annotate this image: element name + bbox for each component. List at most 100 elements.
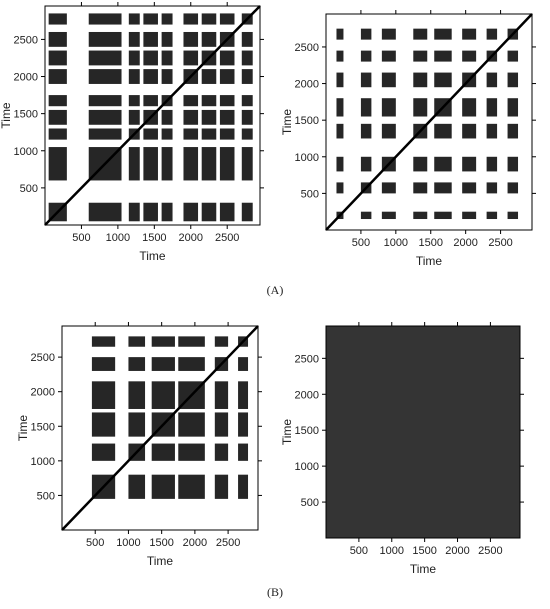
frame [61,325,259,531]
y-tick-label: 2000 [31,387,55,399]
recurrence-block [434,123,452,139]
recurrence-block [88,13,122,25]
recurrence-block [486,182,498,194]
recurrence-block [381,28,396,40]
recurrence-block [336,156,344,172]
recurrence-block [143,31,158,47]
recurrence-block [238,381,249,409]
recurrence-block [336,123,344,139]
x-tick-label: 2000 [445,545,469,557]
recurrence-block [360,211,372,220]
recurrence-block [486,211,498,220]
y-tick-label: 1500 [295,425,319,437]
recurrence-block [462,211,477,220]
recurrence-block [381,123,396,139]
recurrence-block [161,69,173,84]
x-tick-label: 500 [352,237,370,249]
recurrence-block [214,412,229,437]
recurrence-block [219,147,235,181]
y-tick-label: 1000 [295,152,319,164]
x-tick-label: 500 [86,537,104,549]
recurrence-block [219,202,235,222]
recurrence-block [219,50,235,66]
recurrence-block [143,128,158,140]
recurrence-block [91,412,116,437]
recurrence-block [434,28,452,40]
recurrence-block [219,128,235,140]
recurrence-block [241,31,253,47]
panel-label: (B) [267,585,283,599]
y-axis-label: Time [16,415,30,442]
recurrence-block [128,474,146,499]
x-axis-label: Time [416,254,443,268]
recurrence-block [128,336,146,347]
recurrence-block [161,50,173,66]
recurrence-block [161,109,173,125]
recurrence-block [462,182,477,194]
recurrence-block [183,95,199,107]
recurrence-block [241,109,253,125]
recurrence-block [434,211,452,220]
plot-area [61,325,259,531]
recurrence-block [48,31,67,47]
recurrence-block [434,50,452,62]
y-axis-label: Time [280,419,294,446]
recurrence-block [507,156,519,172]
recurrence-block [161,13,173,25]
x-tick-label: 500 [72,232,90,244]
recurrence-block [183,31,199,47]
y-axis-label: Time [0,102,13,129]
recurrence-block [128,31,140,47]
x-tick-label: 1500 [149,537,173,549]
recurrence-block [201,128,217,140]
y-tick-label: 1500 [31,421,55,433]
panel-label: (A) [267,283,284,297]
recurrence-block [143,50,158,66]
recurrence-block [381,182,396,194]
recurrence-block [238,412,249,437]
x-tick-label: 2500 [215,232,239,244]
recurrence-block [486,156,498,172]
diagonal [61,325,259,531]
x-axis-label: Time [139,249,166,263]
recurrence-block [201,147,217,181]
recurrence-block [88,50,122,66]
recurrence-block [214,443,229,461]
recurrence-block [360,123,372,139]
recurrence-block [88,95,122,107]
recurrence-block [48,128,67,140]
recurrence-block [48,147,67,181]
recurrence-block [336,50,344,62]
y-tick-label: 2000 [295,79,319,91]
y-tick-label: 2500 [14,34,38,46]
y-tick-label: 2500 [295,353,319,365]
recurrence-block [201,69,217,84]
x-tick-label: 2500 [216,537,240,549]
recurrence-block [88,109,122,125]
recurrence-block [241,202,253,222]
recurrence-block [241,69,253,84]
recurrence-block [183,109,199,125]
recurrence-block [128,95,140,107]
recurrence-block [151,336,175,347]
recurrence-block [128,147,140,181]
y-axis-label: Time [280,109,294,136]
recurrence-block [48,69,67,84]
y-tick-label: 1000 [295,461,319,473]
y-tick-label: 2000 [14,72,38,84]
recurrence-block [336,182,344,194]
recurrence-block [238,357,249,371]
x-tick-label: 2500 [488,237,512,249]
recurrence-block [507,182,519,194]
recurrence-block [88,202,122,222]
recurrence-block [507,50,519,62]
recurrence-block [143,95,158,107]
x-tick-label: 2000 [453,237,477,249]
recurrence-block [336,28,344,40]
recurrence-block [151,381,175,409]
recurrence-block [462,98,477,117]
recurrence-block [178,412,205,437]
recurrence-block [143,147,158,181]
frame [325,13,533,231]
y-tick-label: 500 [20,183,38,195]
